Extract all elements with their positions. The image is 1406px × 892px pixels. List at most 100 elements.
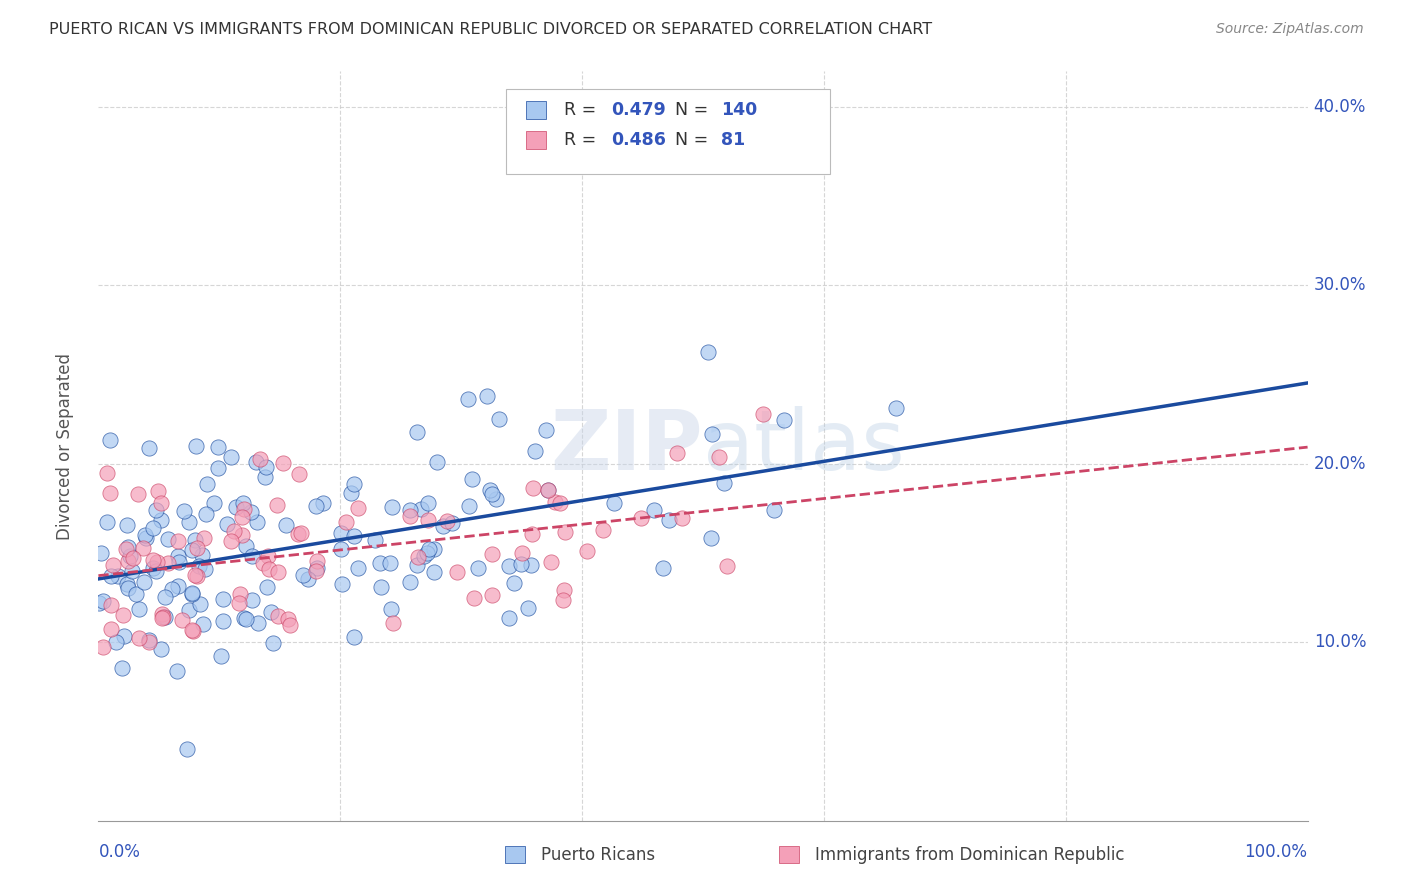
Point bbox=[150, 513, 173, 527]
Point bbox=[231, 528, 253, 542]
Point bbox=[262, 635, 284, 649]
Point bbox=[186, 569, 208, 583]
Point bbox=[190, 597, 212, 611]
Point bbox=[181, 543, 204, 558]
Point bbox=[446, 565, 468, 579]
Point bbox=[157, 556, 180, 570]
Point bbox=[252, 556, 274, 570]
Point bbox=[523, 444, 546, 458]
Point bbox=[488, 412, 510, 426]
Text: N =: N = bbox=[675, 101, 714, 119]
Point bbox=[128, 601, 150, 615]
Point bbox=[146, 555, 169, 569]
Point bbox=[212, 614, 235, 628]
Point bbox=[127, 487, 149, 501]
Point bbox=[89, 596, 111, 610]
Point bbox=[342, 528, 364, 542]
Text: Divorced or Separated: Divorced or Separated bbox=[56, 352, 75, 540]
Point bbox=[671, 511, 693, 525]
Point bbox=[194, 508, 217, 522]
Point bbox=[181, 587, 204, 601]
Point bbox=[700, 531, 723, 545]
Point bbox=[100, 622, 122, 636]
Point bbox=[103, 558, 125, 572]
Point bbox=[603, 495, 626, 509]
Point bbox=[423, 542, 446, 557]
Point bbox=[177, 603, 200, 617]
Point bbox=[121, 564, 143, 578]
Point bbox=[249, 452, 271, 467]
Point bbox=[406, 425, 429, 440]
Point bbox=[172, 613, 194, 627]
Point bbox=[100, 569, 122, 583]
Point bbox=[368, 556, 391, 570]
Point bbox=[461, 472, 484, 486]
Point bbox=[173, 504, 195, 518]
Point bbox=[307, 561, 329, 575]
Point bbox=[193, 532, 215, 546]
Point bbox=[520, 527, 543, 541]
Point bbox=[142, 521, 165, 535]
Point bbox=[297, 573, 319, 587]
Point bbox=[146, 484, 169, 499]
Point bbox=[347, 501, 370, 516]
Point bbox=[186, 541, 208, 555]
Point bbox=[219, 450, 242, 464]
Point bbox=[96, 467, 118, 481]
Point bbox=[463, 591, 485, 606]
Text: N =: N = bbox=[675, 131, 714, 149]
Point bbox=[194, 562, 217, 576]
Point bbox=[697, 344, 720, 359]
Point bbox=[98, 434, 121, 448]
Point bbox=[235, 611, 257, 625]
Point bbox=[381, 500, 404, 514]
Point bbox=[481, 487, 503, 501]
Point bbox=[266, 565, 288, 579]
Point bbox=[111, 661, 134, 675]
Point bbox=[167, 555, 190, 569]
Point bbox=[91, 640, 114, 654]
Point bbox=[522, 482, 544, 496]
Point bbox=[752, 407, 775, 421]
Point bbox=[246, 515, 269, 529]
Point bbox=[138, 632, 160, 647]
Point bbox=[398, 503, 420, 517]
Point bbox=[304, 564, 326, 578]
Point bbox=[436, 514, 458, 528]
Point bbox=[153, 609, 176, 624]
Text: R =: R = bbox=[564, 101, 602, 119]
Point bbox=[364, 533, 387, 548]
Point bbox=[193, 617, 215, 632]
Point bbox=[224, 524, 246, 538]
Point bbox=[245, 455, 267, 469]
Point bbox=[138, 441, 160, 455]
Point bbox=[142, 561, 165, 575]
Point bbox=[132, 575, 155, 590]
Point bbox=[467, 561, 489, 575]
Point bbox=[176, 742, 198, 756]
Point bbox=[329, 526, 352, 541]
Point bbox=[423, 565, 446, 579]
Point bbox=[240, 593, 263, 607]
Point bbox=[475, 389, 498, 403]
Point bbox=[290, 526, 312, 541]
Point bbox=[544, 495, 567, 509]
Point bbox=[246, 616, 269, 631]
Point bbox=[167, 549, 190, 564]
Point bbox=[271, 456, 294, 470]
Point bbox=[520, 558, 543, 573]
Point bbox=[335, 515, 357, 529]
Point bbox=[498, 611, 520, 625]
Point bbox=[219, 533, 242, 548]
Text: Source: ZipAtlas.com: Source: ZipAtlas.com bbox=[1216, 22, 1364, 37]
Point bbox=[343, 630, 366, 644]
Point bbox=[416, 546, 439, 560]
Point bbox=[117, 581, 139, 595]
Point bbox=[228, 596, 250, 610]
Point bbox=[416, 496, 439, 510]
Point bbox=[177, 515, 200, 529]
Point bbox=[432, 518, 454, 533]
Point bbox=[125, 587, 148, 601]
Point bbox=[329, 542, 352, 557]
Point bbox=[166, 664, 188, 678]
